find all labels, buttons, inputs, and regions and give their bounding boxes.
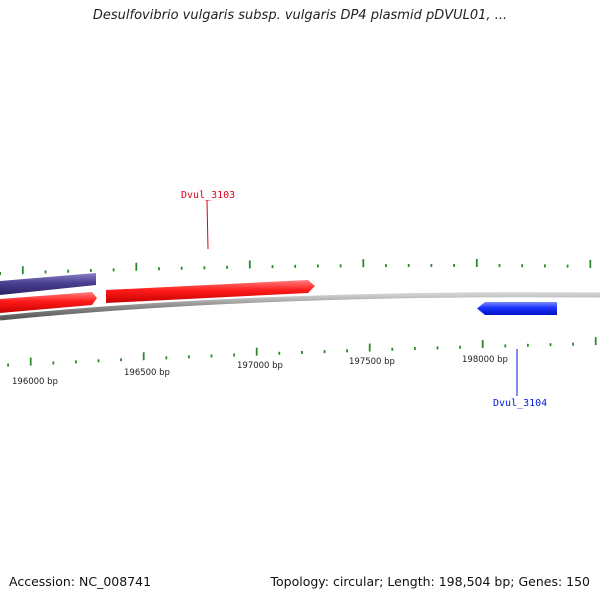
tick-label-198000: 198000 bp	[462, 355, 508, 365]
outer-ring-major-tick	[589, 259, 592, 268]
inner-ring-major-tick	[368, 343, 371, 352]
inner-ring-minor-tick	[549, 343, 552, 347]
outer-tick-ring	[0, 258, 592, 275]
genome-summary-text: Topology: circular; Length: 198,504 bp; …	[270, 574, 591, 589]
outer-ring-minor-tick	[90, 269, 92, 273]
outer-ring-minor-tick	[407, 263, 410, 267]
inner-ring-major-tick	[29, 357, 32, 366]
inner-ring-minor-tick	[233, 353, 235, 357]
outer-ring-minor-tick	[544, 264, 546, 268]
genome-backbone	[0, 292, 600, 321]
outer-ring-minor-tick	[294, 264, 297, 268]
inner-ring-minor-tick	[527, 343, 529, 347]
outer-ring-minor-tick	[203, 266, 206, 270]
outer-ring-minor-tick	[498, 264, 501, 268]
gene-label-dvul-3103[interactable]: Dvul_3103	[181, 190, 235, 201]
accession-text: Accession: NC_008741	[9, 574, 152, 589]
outer-ring-minor-tick	[317, 264, 319, 268]
inner-ring-major-tick	[594, 337, 597, 346]
callout-line-dvul-3103	[206, 199, 209, 250]
inner-ring-major-tick	[142, 352, 145, 361]
inner-ring-minor-tick	[459, 345, 461, 349]
inner-ring-minor-tick	[97, 359, 100, 363]
inner-ring-minor-tick	[301, 350, 303, 354]
outer-ring-minor-tick	[430, 263, 433, 267]
outer-ring-major-tick	[362, 259, 365, 268]
map-title: Desulfovibrio vulgaris subsp. vulgaris D…	[92, 8, 508, 23]
outer-ring-minor-tick	[339, 264, 342, 268]
tick-label-196500: 196500 bp	[124, 368, 170, 378]
outer-ring-major-tick	[21, 266, 24, 275]
inner-ring-minor-tick	[120, 358, 122, 362]
gene-arrow-purple[interactable]	[0, 273, 96, 295]
outer-ring-minor-tick	[453, 263, 455, 267]
gene-arrow-dvul-3104[interactable]	[477, 302, 557, 315]
inner-ring-minor-tick	[188, 355, 190, 359]
inner-ring-minor-tick	[165, 356, 168, 360]
inner-ring-minor-tick	[414, 347, 416, 351]
tick-label-197000: 197000 bp	[237, 361, 283, 371]
inner-ring-minor-tick	[391, 347, 394, 351]
outer-ring-minor-tick	[226, 265, 228, 269]
inner-ring-minor-tick	[278, 351, 281, 355]
outer-ring-minor-tick	[385, 264, 387, 268]
gene-arrow-dvul-3103[interactable]	[106, 280, 315, 303]
outer-ring-major-tick	[475, 258, 478, 267]
outer-ring-minor-tick	[566, 264, 569, 268]
outer-ring-major-tick	[135, 262, 138, 271]
inner-tick-ring	[7, 337, 597, 367]
outer-ring-minor-tick	[67, 269, 70, 273]
inner-ring-minor-tick	[7, 363, 9, 367]
inner-ring-major-tick	[481, 340, 484, 349]
gene-arrow-red-left[interactable]	[0, 292, 97, 313]
inner-ring-minor-tick	[210, 354, 213, 358]
inner-ring-minor-tick	[436, 346, 439, 350]
inner-ring-major-tick	[255, 347, 258, 356]
outer-ring-minor-tick	[521, 264, 524, 268]
gene-label-dvul-3104[interactable]: Dvul_3104	[493, 398, 547, 409]
inner-ring-minor-tick	[346, 349, 348, 353]
inner-ring-minor-tick	[504, 344, 507, 348]
outer-ring-minor-tick	[44, 270, 47, 274]
tick-label-196000: 196000 bp	[12, 377, 58, 387]
outer-ring-minor-tick	[180, 266, 183, 270]
outer-ring-minor-tick	[112, 268, 115, 272]
outer-ring-minor-tick	[271, 265, 274, 269]
inner-ring-minor-tick	[75, 360, 77, 364]
inner-ring-minor-tick	[323, 350, 326, 354]
inner-ring-minor-tick	[52, 361, 55, 365]
outer-ring-minor-tick	[158, 267, 160, 271]
outer-ring-minor-tick	[0, 272, 1, 275]
tick-label-197500: 197500 bp	[349, 357, 395, 367]
inner-ring-minor-tick	[572, 342, 574, 346]
outer-ring-major-tick	[248, 260, 251, 269]
